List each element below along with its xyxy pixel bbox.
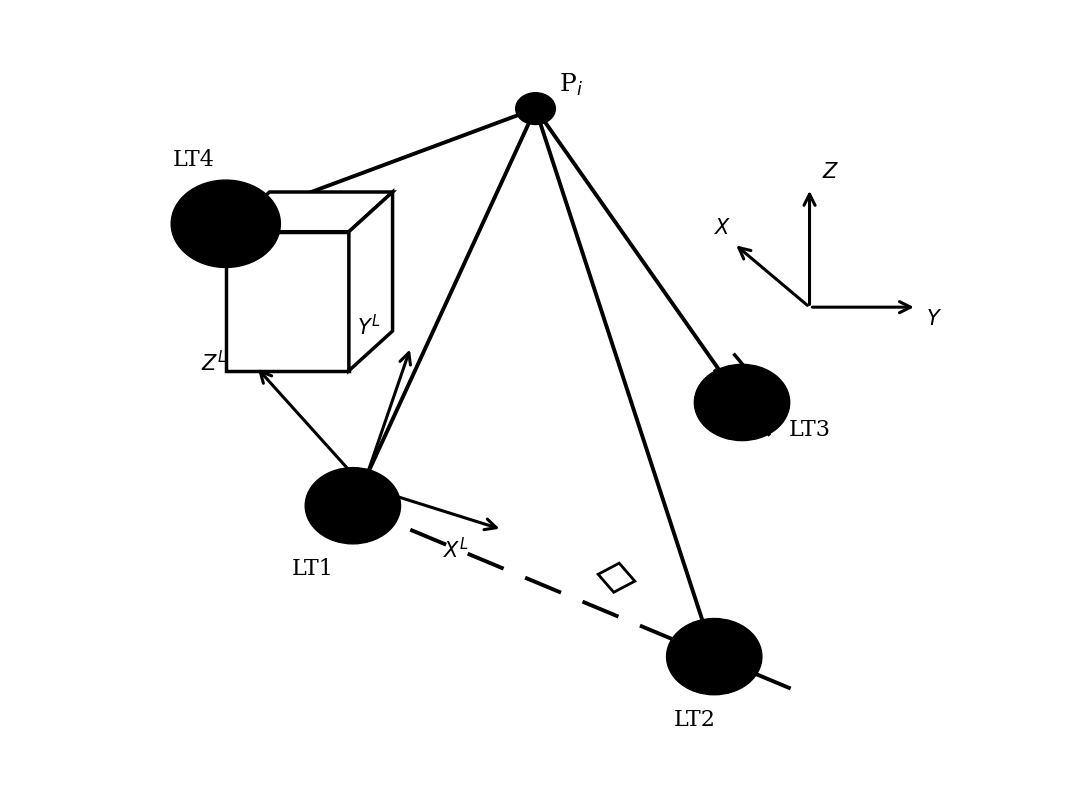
- Text: $X^L$: $X^L$: [443, 537, 469, 562]
- Polygon shape: [226, 192, 393, 232]
- Text: LT4: LT4: [173, 149, 215, 171]
- Ellipse shape: [667, 618, 762, 695]
- Text: $Y^L$: $Y^L$: [357, 315, 381, 340]
- Bar: [226, 232, 349, 371]
- Ellipse shape: [172, 180, 281, 268]
- Ellipse shape: [305, 468, 400, 544]
- Text: LT3: LT3: [789, 419, 831, 442]
- Ellipse shape: [516, 92, 556, 124]
- Text: Z: Z: [822, 162, 836, 183]
- Polygon shape: [598, 563, 634, 592]
- Text: X: X: [715, 218, 729, 238]
- Polygon shape: [349, 192, 393, 371]
- Text: Y: Y: [926, 309, 939, 329]
- Text: P$_i$: P$_i$: [559, 72, 584, 98]
- Ellipse shape: [695, 364, 790, 441]
- Text: LT2: LT2: [673, 709, 715, 731]
- Text: LT1: LT1: [292, 558, 334, 580]
- Text: $Z^L$: $Z^L$: [201, 350, 227, 375]
